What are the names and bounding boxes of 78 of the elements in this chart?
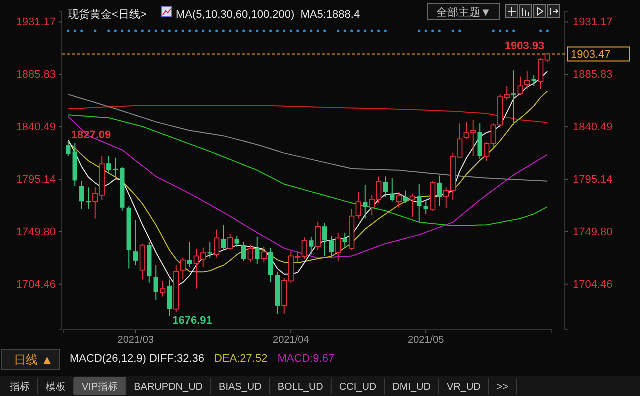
candlestick: [322, 223, 328, 257]
x-tick-label: 2021/05: [408, 335, 445, 346]
candlestick: [66, 142, 71, 158]
candlestick: [309, 236, 314, 256]
candlestick: [315, 221, 321, 250]
candlestick: [234, 235, 240, 248]
candlestick: [383, 176, 388, 198]
candlestick: [154, 265, 158, 300]
text: BOLL_UD: [278, 382, 324, 393]
candlestick: [417, 184, 422, 222]
annotation: 全部主题▼: [436, 6, 492, 19]
candlestick: [512, 70, 516, 126]
y2-tick-label: 1840.49: [573, 122, 613, 134]
candlestick: [242, 242, 246, 262]
line-series: [68, 114, 548, 226]
text: 模板: [46, 381, 66, 393]
candlestick: [80, 180, 84, 210]
text: BIAS_UD: [219, 382, 262, 393]
text: MACD:9.67: [278, 353, 335, 365]
text: DEA:27.52: [214, 353, 268, 365]
x-tick-label: 2021/04: [273, 335, 310, 346]
x-tick-label: 2021/03: [118, 335, 154, 346]
line-series: [68, 105, 548, 124]
candlestick: [160, 280, 166, 298]
candlestick: [106, 156, 112, 174]
candlestick: [221, 224, 226, 250]
text: BARUPDN_UD: [134, 382, 204, 393]
text: 日线 ▲: [14, 353, 54, 367]
candlestick: [167, 279, 172, 317]
text: 指标: [9, 381, 30, 393]
candlestick: [342, 232, 348, 248]
y2-tick-label: 1885.83: [573, 69, 613, 82]
candlestick: [410, 193, 416, 218]
y-tick-label: 1840.49: [16, 122, 56, 134]
chart-subtitle: MA(5,10,30,60,100,200) MA5:1888.4: [176, 9, 360, 21]
candlestick: [518, 76, 524, 96]
y2-tick-label: 1704.46: [573, 278, 613, 291]
y2-tick-label: 1931.17: [573, 16, 613, 29]
candlestick: [134, 220, 138, 266]
y2-tick-label: 1749.80: [573, 226, 613, 238]
y-tick-label: 1704.46: [16, 278, 56, 291]
candlestick: [228, 234, 234, 250]
candlestick: [214, 229, 220, 258]
candlestick: [363, 184, 368, 220]
candlestick: [404, 190, 408, 204]
candlestick: [390, 178, 395, 202]
candlestick: [396, 192, 402, 208]
y-tick-label: 1749.80: [16, 226, 56, 238]
candlestick: [180, 257, 186, 280]
candlestick: [86, 187, 91, 210]
candlestick: [208, 242, 212, 258]
text: MACD(26,12,9) DIFF:32.36: [70, 353, 204, 365]
y-tick-label: 1885.83: [16, 69, 56, 82]
candlestick: [255, 236, 260, 264]
text: CCI_UD: [339, 382, 377, 393]
candlestick: [524, 71, 530, 90]
candlestick: [336, 232, 342, 262]
candlestick: [329, 235, 334, 258]
text: VR_UD: [446, 382, 481, 393]
text: VIP指标: [82, 381, 118, 393]
y-tick-label: 1931.17: [16, 16, 56, 29]
candlestick: [268, 248, 274, 284]
ref-line-label: 1903.47: [571, 49, 611, 62]
text: DMI_UD: [392, 382, 431, 393]
candlestick: [437, 175, 442, 207]
candlestick: [248, 244, 254, 264]
annotation: 1903.93: [504, 40, 545, 53]
text: >>: [496, 382, 509, 393]
annotation: 1676.91: [172, 315, 212, 328]
y2-tick-label: 1795.14: [573, 174, 613, 186]
line-series: [68, 94, 548, 182]
candlestick: [113, 157, 118, 180]
candlestick: [261, 246, 267, 264]
candlestick: [356, 192, 362, 220]
y-tick-label: 1795.14: [16, 174, 56, 186]
candlestick: [188, 242, 192, 268]
line-series: [68, 116, 548, 259]
chart-title: 现货黄金<日线>: [68, 8, 147, 21]
